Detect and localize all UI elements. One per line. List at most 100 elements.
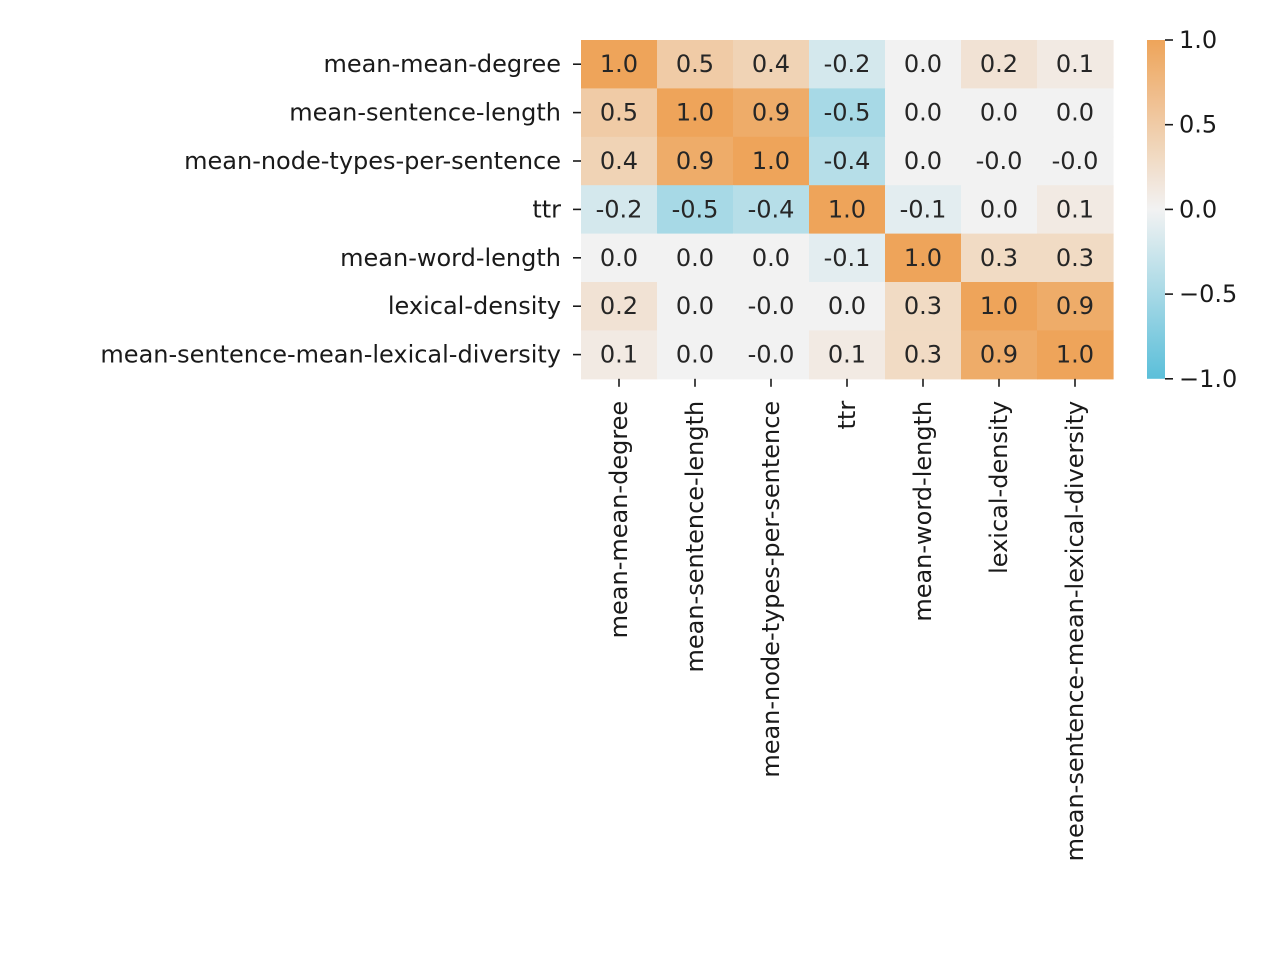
cell-value-label: 0.1	[1056, 50, 1094, 78]
heatmap-cell	[885, 282, 962, 331]
cell-value-label: -0.2	[824, 50, 871, 78]
cell-value-label: 0.0	[676, 244, 714, 272]
heatmap-cell	[1037, 136, 1114, 186]
y-tick-label: ttr	[532, 195, 561, 223]
cell-value-label: 0.5	[600, 99, 638, 127]
heatmap-cell	[1037, 282, 1114, 331]
heatmap-cell	[581, 185, 658, 235]
cell-value-label: 0.0	[904, 50, 942, 78]
heatmap-cell	[581, 40, 658, 89]
cell-value-label: -0.0	[976, 147, 1023, 175]
x-axis: mean-mean-degree mean-sentence-length mean…	[605, 378, 1089, 862]
cell-value-label: -0.1	[824, 244, 871, 272]
cell-value-label: -0.5	[824, 99, 871, 127]
cell-value-label: -0.4	[748, 195, 795, 223]
cell-value-label: 1.0	[980, 292, 1018, 320]
heatmap-cell	[961, 282, 1038, 331]
cell-value-label: 0.0	[980, 99, 1018, 127]
cell-value-label: -0.0	[1052, 147, 1099, 175]
cell-value-label: -0.5	[672, 195, 719, 223]
colorbar-tick-label: −1.0	[1179, 365, 1237, 393]
heatmap-cell	[581, 233, 658, 283]
heatmap-cell	[961, 136, 1038, 186]
heatmap-cell	[733, 40, 810, 89]
heatmap-cell	[961, 185, 1038, 235]
heatmap-cell	[809, 40, 886, 89]
cell-value-label: 0.2	[980, 50, 1018, 78]
heatmap-cell	[961, 330, 1038, 380]
colorbar-tick-label: −0.5	[1179, 280, 1237, 308]
colorbar-gradient	[1147, 40, 1165, 379]
x-tick-label: mean-sentence-length	[681, 401, 709, 673]
cell-value-label: -0.0	[748, 341, 795, 369]
heatmap-cell	[733, 282, 810, 331]
x-tick-label: mean-mean-degree	[605, 401, 633, 639]
x-tick-label: mean-sentence-mean-lexical-diversity	[1061, 401, 1089, 862]
heatmap-cell	[1037, 185, 1114, 235]
heatmap-cell	[1037, 233, 1114, 283]
cell-value-label: -0.1	[900, 195, 947, 223]
cell-value-label: -0.2	[596, 195, 643, 223]
cell-value-label: 0.4	[600, 147, 638, 175]
heatmap-cell	[961, 88, 1038, 138]
heatmap-cell	[809, 330, 886, 380]
x-tick-label: mean-node-types-per-sentence	[757, 401, 785, 778]
heatmap-cell	[733, 88, 810, 138]
heatmap-cell	[809, 88, 886, 138]
cell-value-label: 1.0	[600, 50, 638, 78]
cell-value-label: 0.9	[752, 99, 790, 127]
cell-value-label: 0.1	[1056, 195, 1094, 223]
y-tick-label: mean-sentence-mean-lexical-diversity	[100, 341, 561, 369]
heatmap-cell	[961, 40, 1038, 89]
heatmap-cell	[809, 233, 886, 283]
heatmap-cell	[961, 233, 1038, 283]
heatmap-cells: 1.0 0.5 0.4 -0.2 0.0 0.2 0.1 0.5 1.0 0.9 -0.5 0.0 0.…	[581, 40, 1114, 380]
heatmap-cell	[809, 136, 886, 186]
colorbar-tick-label: 1.0	[1179, 26, 1217, 54]
cell-value-label: -0.0	[748, 292, 795, 320]
cell-value-label: 1.0	[828, 195, 866, 223]
cell-value-label: 0.1	[828, 341, 866, 369]
cell-value-label: 0.0	[828, 292, 866, 320]
heatmap-cell	[809, 282, 886, 331]
heatmap-cell	[1037, 88, 1114, 138]
y-tick-label: mean-mean-degree	[323, 50, 561, 78]
cell-value-label: 1.0	[1056, 341, 1094, 369]
x-tick-label: lexical-density	[985, 401, 1013, 574]
heatmap-cell	[581, 282, 658, 331]
cell-value-label: 0.0	[600, 244, 638, 272]
cell-value-label: 0.1	[600, 341, 638, 369]
heatmap-cell	[657, 233, 734, 283]
cell-value-label: 0.0	[904, 99, 942, 127]
cell-value-label: 0.0	[980, 195, 1018, 223]
heatmap-cell	[733, 185, 810, 235]
cell-value-label: 0.3	[980, 244, 1018, 272]
cell-value-label: 0.0	[904, 147, 942, 175]
x-tick-label: ttr	[833, 401, 861, 430]
heatmap-cell	[733, 330, 810, 380]
cell-value-label: 0.9	[676, 147, 714, 175]
cell-value-label: 0.5	[676, 50, 714, 78]
cell-value-label: 1.0	[676, 99, 714, 127]
heatmap-cell	[1037, 40, 1114, 89]
heatmap-cell	[581, 136, 658, 186]
cell-value-label: 0.3	[904, 292, 942, 320]
heatmap-cell	[885, 233, 962, 283]
cell-value-label: 0.0	[752, 244, 790, 272]
y-tick-label: lexical-density	[388, 292, 561, 320]
heatmap-cell	[885, 185, 962, 235]
cell-value-label: 0.0	[676, 341, 714, 369]
cell-value-label: 1.0	[752, 147, 790, 175]
heatmap-cell	[733, 136, 810, 186]
heatmap-cell	[657, 40, 734, 89]
heatmap-cell	[657, 185, 734, 235]
heatmap-cell	[1037, 330, 1114, 380]
cell-value-label: 1.0	[904, 244, 942, 272]
heatmap-cell	[581, 330, 658, 380]
colorbar: 1.0 0.5 0.0 −0.5 −1.0	[1147, 26, 1237, 393]
cell-value-label: 0.9	[1056, 292, 1094, 320]
cell-value-label: 0.2	[600, 292, 638, 320]
y-axis: mean-mean-degree mean-sentence-length mean…	[100, 50, 581, 369]
cell-value-label: 0.0	[676, 292, 714, 320]
